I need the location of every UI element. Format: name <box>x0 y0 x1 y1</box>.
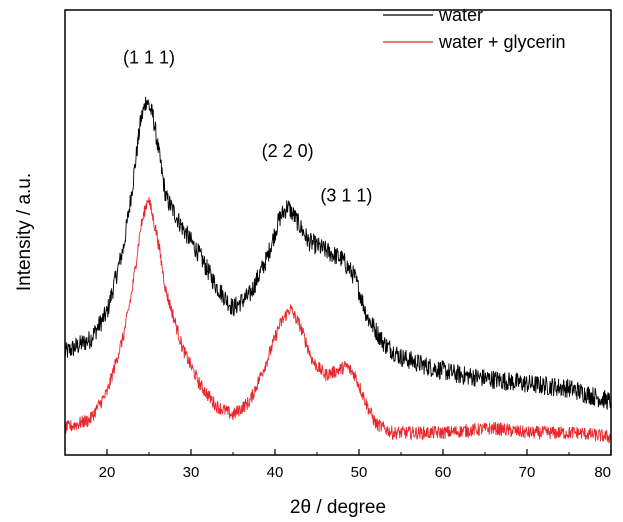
x-tick-label: 70 <box>519 464 536 481</box>
series-line-water <box>64 96 612 410</box>
x-tick-label: 30 <box>183 464 200 481</box>
x-tick-label: 50 <box>351 464 368 481</box>
x-tick-label: 80 <box>594 464 611 481</box>
x-tick-label: 40 <box>267 464 284 481</box>
series-layer <box>64 96 612 445</box>
x-tick-label: 20 <box>99 464 116 481</box>
annotation-layer: (1 1 1) (2 2 0) (3 1 1) <box>123 47 372 205</box>
peak-label: (1 1 1) <box>123 47 175 67</box>
legend: water water + glycerin <box>383 5 566 52</box>
x-axis: 20 30 40 50 60 70 80 <box>64 449 612 481</box>
peak-label: (2 2 0) <box>262 141 314 161</box>
plot-frame <box>64 9 612 456</box>
legend-label-water-glycerin: water + glycerin <box>438 32 566 52</box>
x-axis-title: 2θ / degree <box>290 497 386 518</box>
series-line-water-glycerin <box>64 196 612 445</box>
legend-label-water: water <box>438 5 483 25</box>
x-tick-label: 60 <box>435 464 452 481</box>
y-axis-title: Intensity / a.u. <box>14 173 35 291</box>
peak-label: (3 1 1) <box>320 185 372 205</box>
